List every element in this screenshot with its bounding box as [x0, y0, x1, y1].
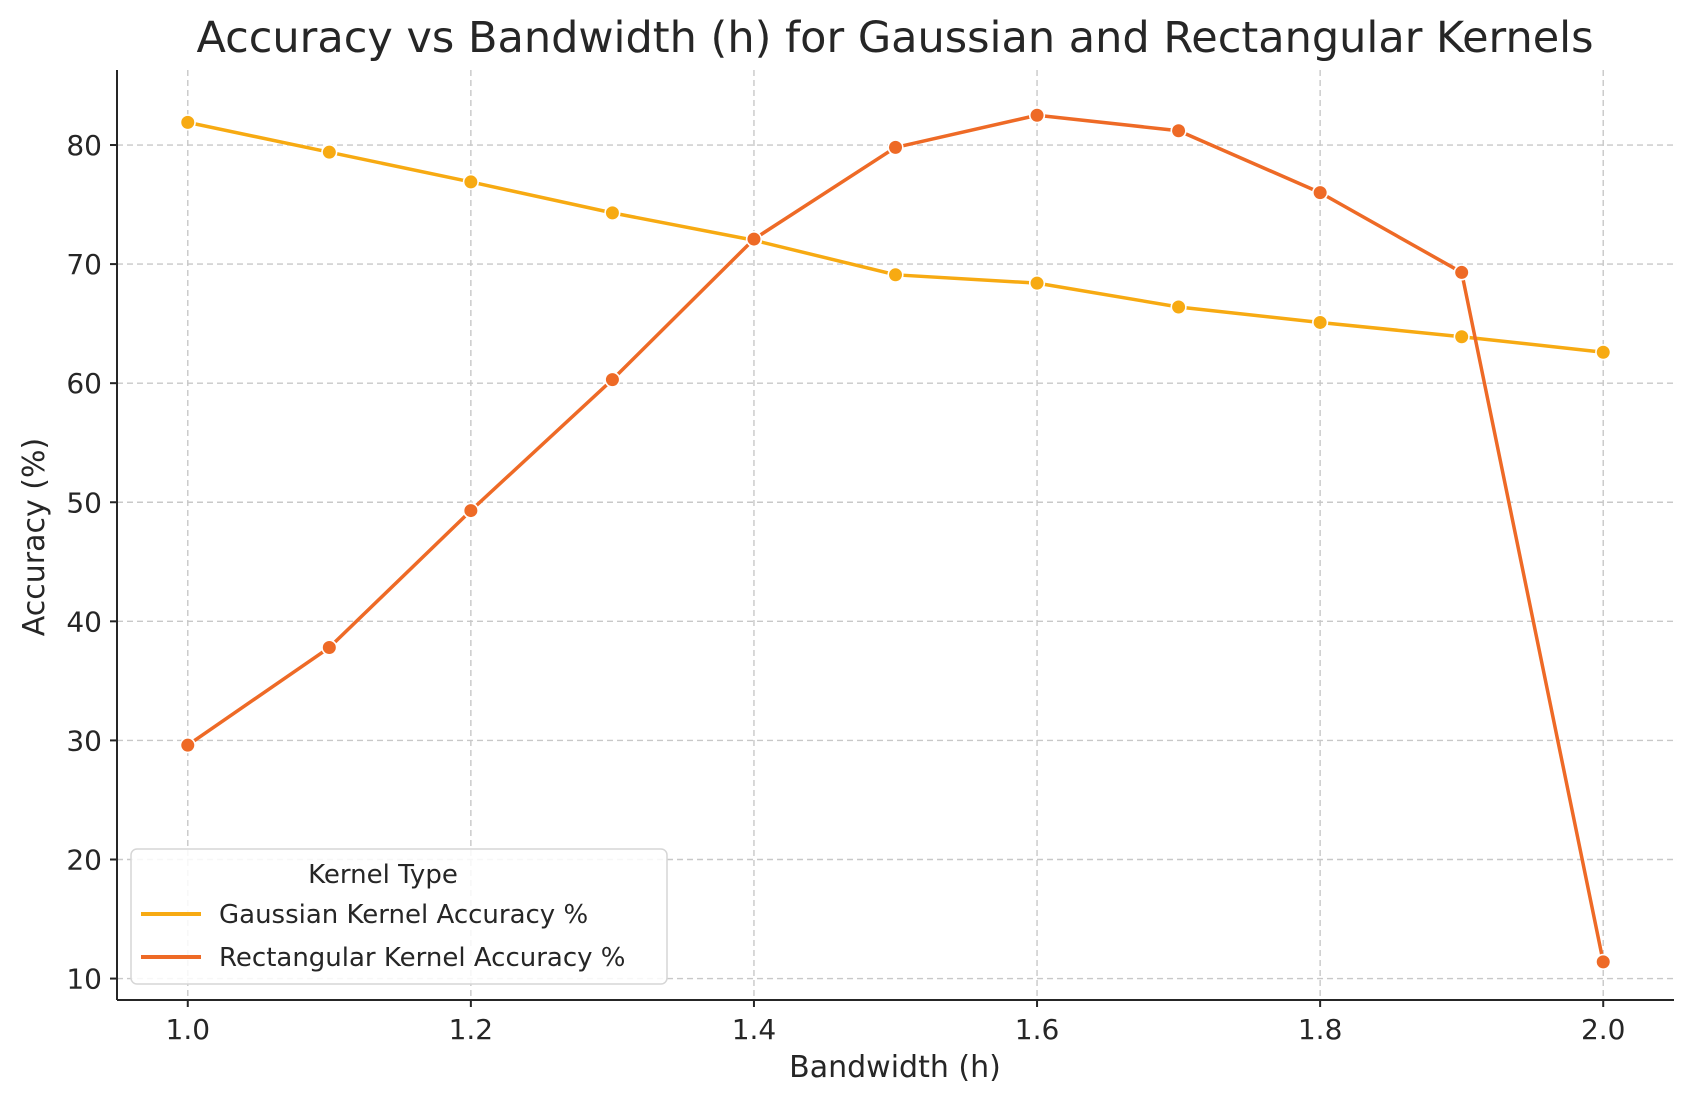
data-point-rectangular — [321, 639, 338, 656]
data-point-gaussian — [1170, 298, 1187, 316]
series-line-rectangular — [186, 113, 1605, 964]
data-point-gaussian — [1312, 314, 1329, 331]
data-point-gaussian — [179, 114, 196, 131]
data-point-rectangular — [1028, 107, 1046, 124]
legend-label-gaussian: Gaussian Kernel Accuracy % — [219, 900, 588, 930]
series-line-gaussian — [186, 120, 1605, 354]
legend: Kernel Type Gaussian Kernel Accuracy % R… — [130, 848, 668, 985]
data-point-gaussian — [1453, 328, 1470, 345]
y-tick-label: 10 — [66, 963, 102, 996]
y-tick-label: 30 — [66, 724, 102, 757]
y-axis-label: Accuracy (%) — [17, 438, 52, 636]
x-tick-label: 2.0 — [1581, 1013, 1626, 1046]
x-tick-label: 1.6 — [1015, 1013, 1060, 1046]
y-tick-label: 50 — [66, 486, 102, 519]
x-tick-label: 1.8 — [1298, 1013, 1343, 1046]
y-tick-label: 80 — [66, 129, 102, 162]
data-point-rectangular — [1453, 264, 1470, 281]
legend-label-rectangular: Rectangular Kernel Accuracy % — [219, 943, 626, 973]
legend-box — [130, 848, 668, 985]
data-point-gaussian — [321, 144, 338, 161]
y-tick-label: 40 — [66, 605, 102, 638]
y-tick-label: 70 — [66, 248, 102, 281]
data-point-rectangular — [887, 139, 904, 156]
data-point-gaussian — [1028, 275, 1046, 292]
axis-ticks: 1.0 1.2 1.4 1.6 1.8 2.0 10 20 30 40 50 60 70 80 — [66, 129, 1625, 1046]
legend-title: Kernel Type — [308, 860, 458, 890]
x-tick-label: 1.4 — [732, 1013, 777, 1046]
chart-title: Accuracy vs Bandwidth (h) for Gaussian a… — [196, 13, 1593, 63]
y-tick-label: 60 — [66, 367, 102, 400]
x-tick-label: 1.2 — [449, 1013, 494, 1046]
y-tick-label: 20 — [66, 843, 102, 876]
data-point-rectangular — [179, 737, 196, 754]
data-point-gaussian — [887, 266, 904, 283]
grid — [117, 70, 1674, 1000]
x-tick-label: 1.0 — [166, 1013, 211, 1046]
data-point-rectangular — [462, 502, 479, 519]
data-point-rectangular — [604, 371, 621, 388]
data-point-rectangular — [1595, 953, 1612, 971]
data-point-rectangular — [745, 230, 763, 248]
data-point-rectangular — [1170, 122, 1187, 139]
x-axis-label: Bandwidth (h) — [789, 1050, 1001, 1085]
data-point-gaussian — [462, 173, 479, 191]
data-point-rectangular — [1312, 184, 1329, 201]
data-point-gaussian — [1595, 344, 1612, 361]
series-layer — [179, 107, 1612, 971]
data-point-gaussian — [604, 204, 621, 221]
